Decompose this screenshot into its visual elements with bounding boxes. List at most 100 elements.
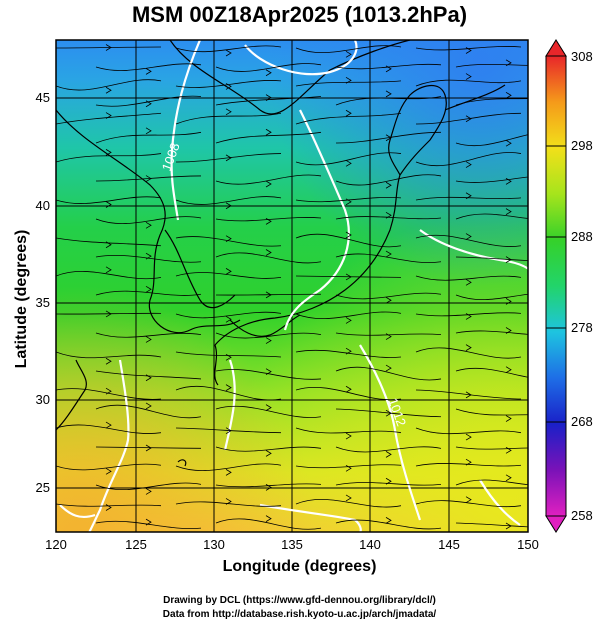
streamline-arrowhead [505,522,512,530]
colorbar-tick-298: 298 [571,138,593,153]
streamline-64 [56,351,162,359]
streamline-arrowhead [225,427,232,435]
streamline-94 [335,482,442,486]
streamline-23 [455,134,528,147]
streamline-arrowhead [345,347,352,355]
streamline-arrowhead [105,357,112,365]
x-tick-130: 130 [203,537,225,552]
streamline-arrowhead [265,94,272,101]
streamline-arrowhead [345,198,352,206]
streamline-32 [56,196,162,204]
streamline-arrowhead [505,59,512,67]
streamline-36 [95,216,202,224]
chart-title: MSM 00Z18Apr2025 (1013.2hPa) [131,2,468,27]
streamline-arrowhead [225,315,232,323]
streamline-26 [295,152,402,166]
streamline-88 [56,463,162,471]
streamline-arrowhead [145,336,152,343]
streamline-arrowhead [225,108,232,116]
streamline-33 [175,196,282,205]
streamline-55 [455,293,528,301]
streamline-arrowhead [105,310,112,318]
streamline-70 [335,366,442,381]
streamline-arrowhead [265,180,272,188]
streamline-arrowhead [385,409,392,417]
streamline-arrowhead [385,211,392,219]
streamline-28 [95,175,202,182]
streamline-84 [95,446,202,449]
streamline-22 [335,131,442,144]
streamline-arrowhead [225,469,232,476]
streamline-arrowhead [505,91,512,99]
streamline-4 [95,63,202,71]
streamline-arrowhead [505,415,512,422]
streamline-42 [295,233,402,248]
streamline-66 [295,349,402,358]
streamline-79 [455,408,528,416]
streamline-102 [335,519,442,530]
streamline-arrowhead [265,450,272,457]
streamline-arrowhead [145,488,152,495]
streamline-arrowhead [345,317,352,324]
streamline-arrowhead [465,496,472,504]
streamline-arrowhead [465,192,472,200]
streamline-8 [56,79,162,91]
streamline-49 [175,272,282,279]
streamline-arrowhead [385,181,392,189]
streamline-arrowhead [265,249,272,256]
streamline-39 [455,213,528,220]
streamline-arrowhead [145,127,152,135]
streamline-1 [175,45,282,53]
streamline-arrowhead [385,90,392,98]
streamline-86 [335,446,442,453]
streamline-27 [415,152,522,167]
streamline-arrowhead [465,47,472,54]
x-tick-135: 135 [281,537,303,552]
streamline-73 [175,385,282,401]
x-tick-120: 120 [45,537,67,552]
streamline-92 [95,482,202,491]
streamline-arrowhead [145,402,152,410]
streamline-arrowhead [465,73,472,80]
streamline-80 [56,424,162,434]
streamline-97 [175,501,282,507]
y-tick-45: 45 [36,90,50,105]
streamline-arrowhead [265,404,272,411]
streamline-arrowhead [145,444,152,452]
streamline-85 [215,446,322,452]
streamline-24 [56,153,162,163]
streamline-101 [215,518,322,530]
streamline-arrowhead [105,467,112,475]
streamline-46 [335,253,442,264]
streamline-57 [175,311,282,319]
streamline-arrowhead [105,241,112,249]
streamline-arrowhead [345,494,352,502]
streamline-arrowhead [465,391,472,399]
streamline-81 [175,427,282,434]
streamline-arrowhead [505,298,512,305]
streamline-76 [95,404,202,419]
streamline-15 [455,98,528,106]
streamline-arrowhead [145,221,152,229]
streamline-2 [295,45,402,54]
streamline-19 [415,112,522,125]
streamline-99 [415,500,522,507]
streamline-29 [215,174,322,185]
streamline-52 [95,290,202,296]
streamline-arrowhead [505,178,512,185]
streamline-arrowhead [105,387,112,395]
streamline-arrowhead [385,451,392,458]
coastlines [56,40,506,467]
streamline-arrowhead [225,235,232,243]
streamline-arrowhead [145,252,152,260]
streamline-41 [175,236,282,247]
streamline-95 [455,479,528,486]
streamline-48 [56,271,162,280]
y-tick-25: 25 [36,480,50,495]
streamline-17 [175,112,282,125]
streamline-arrowhead [225,268,232,275]
streamline-arrowhead [345,76,352,84]
colorbar-tick-288: 288 [571,229,593,244]
streamline-75 [415,389,522,400]
streamline-arrowhead [225,498,232,505]
